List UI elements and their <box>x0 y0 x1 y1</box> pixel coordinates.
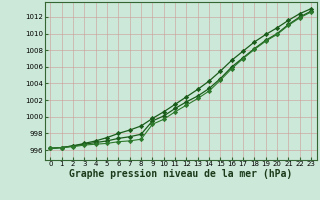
X-axis label: Graphe pression niveau de la mer (hPa): Graphe pression niveau de la mer (hPa) <box>69 169 292 179</box>
